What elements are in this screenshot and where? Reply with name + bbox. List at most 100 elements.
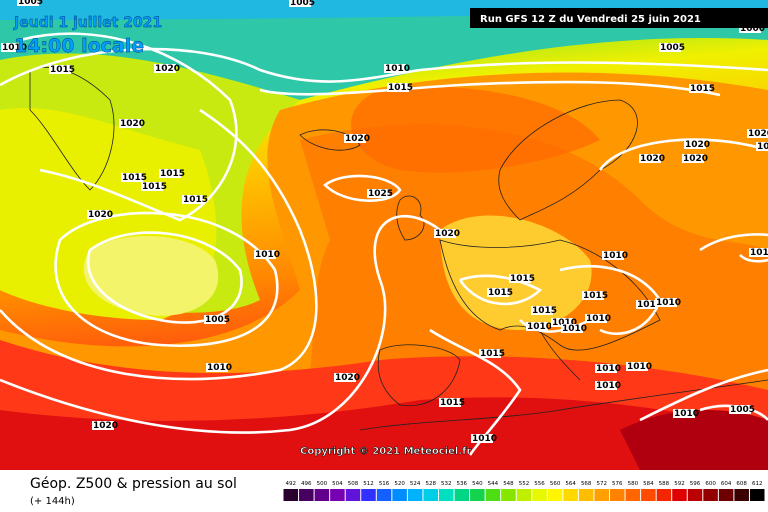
isobar-label: 1020 (88, 210, 113, 220)
legend-swatch (516, 489, 532, 501)
isobar-label: 1010 (674, 409, 699, 419)
isobar-label: 1010 (603, 251, 628, 261)
legend-label: 528 (425, 481, 436, 487)
legend-swatch (641, 489, 656, 501)
isobar-label-bg (749, 248, 768, 257)
isobar-label: 1000 (740, 24, 765, 34)
isobar-label-bg (509, 274, 531, 283)
isobar-label: 1020 (155, 64, 180, 74)
isobar-label-bg (204, 315, 226, 324)
legend-swatch (283, 489, 299, 501)
isobar-label: 1015 (480, 349, 505, 359)
isobar-label-bg (439, 398, 461, 407)
isobar-label-bg (479, 349, 501, 358)
isobar-label: 1005 (730, 405, 755, 415)
legend-label: 520 (394, 481, 405, 487)
legend-label: 580 (628, 481, 639, 487)
legend-swatch (485, 489, 501, 501)
isobar-label-bg (595, 381, 617, 390)
isobar-label: 1015 (50, 65, 75, 75)
date: Jeudi 1 juillet 2021 (13, 15, 162, 31)
isobar-label-bg (367, 189, 389, 198)
isobar-label: 1010 (586, 314, 611, 324)
legend-label: 568 (581, 481, 592, 487)
isobar-label-bg (531, 306, 553, 315)
isobar-label-bg (551, 318, 573, 327)
footer-title: Géop. Z500 & pression au sol (30, 476, 237, 492)
isobar-label-bg (585, 314, 607, 323)
legend-label: 600 (705, 481, 716, 487)
isobar-label-bg (159, 169, 181, 178)
isobar-label-bg (684, 140, 706, 149)
legend-label: 604 (721, 481, 732, 487)
legend-swatch (625, 489, 641, 501)
isobar-label-bg (602, 251, 624, 260)
isobar-label-bg (49, 65, 71, 74)
time: 14:00 locale (14, 35, 144, 57)
isobar-label: 1010 (527, 322, 552, 332)
legend-label: 544 (488, 481, 499, 487)
legend-label: 612 (752, 481, 763, 487)
isobar-label: 1010 (255, 250, 280, 260)
isobar-label-bg (119, 119, 141, 128)
legend-label: 496 (301, 481, 312, 487)
legend-label: 540 (472, 481, 483, 487)
isobar-label: 1015 (160, 169, 185, 179)
legend-label: 508 (348, 481, 359, 487)
isobar-label-bg (254, 250, 276, 259)
legend-label: 596 (690, 481, 701, 487)
isobar-label: 1015 (440, 398, 465, 408)
isobar-label: 1020 (335, 373, 360, 383)
isobar-label: 1015 (388, 83, 413, 93)
legend-swatch (423, 489, 438, 501)
legend-swatch (454, 489, 470, 501)
run-box (470, 8, 768, 28)
isobar-label: 1005 (18, 0, 43, 7)
isobar-label-bg (121, 173, 143, 182)
legend-label: 516 (379, 481, 390, 487)
isobar-label: 1010 (596, 364, 621, 374)
isobar-label-bg (659, 43, 681, 52)
isobar-label-bg (626, 362, 648, 371)
legend-label: 500 (317, 481, 328, 487)
legend-swatch (718, 489, 734, 501)
isobar-label: 1010 (552, 318, 577, 328)
isobar-label: 1020 (435, 229, 460, 239)
legend-swatch (547, 489, 563, 501)
isobar-label-bg (334, 373, 356, 382)
isobar-label-bg (87, 210, 109, 219)
legend-label: 576 (612, 481, 623, 487)
legend-swatch (330, 489, 345, 501)
legend: 492 496 500 504 508 512 516 520 524 528 532 536 540 5… (283, 481, 765, 501)
legend-label: 536 (457, 481, 468, 487)
legend-swatch (392, 489, 407, 501)
legend-swatch (438, 489, 454, 501)
copyright: Copyright © 2021 Meteociel.fr (300, 446, 471, 457)
footer-lead: (+ 144h) (30, 496, 75, 507)
isobar-label: 1020 (748, 129, 768, 139)
legend-label: 504 (332, 481, 343, 487)
isobar-label-bg (17, 0, 39, 6)
isobar-label-bg (639, 154, 661, 163)
isobar-label: 1010 (637, 300, 662, 310)
isobar-label: 1015 (142, 182, 167, 192)
isobar-label: 1010 (472, 434, 497, 444)
isobar-label: 1020 (757, 142, 768, 152)
legend-label: 584 (643, 481, 654, 487)
isobar-label: 1015 (532, 306, 557, 316)
isobar-label: 1020 (345, 134, 370, 144)
legend-swatch (656, 489, 672, 501)
isobar-label-bg (471, 434, 493, 443)
isobar-label-bg (141, 182, 163, 191)
legend-swatch (299, 489, 314, 501)
isobar-label-bg (582, 291, 604, 300)
legend-swatch (361, 489, 376, 501)
isobar-label: 1020 (640, 154, 665, 164)
isobar-label: 1015 (510, 274, 535, 284)
isobar-label-bg (387, 83, 409, 92)
isobar-label: 1010 (2, 43, 27, 53)
legend-label: 556 (534, 481, 545, 487)
legend-swatch (501, 489, 516, 501)
legend-swatch (314, 489, 330, 501)
